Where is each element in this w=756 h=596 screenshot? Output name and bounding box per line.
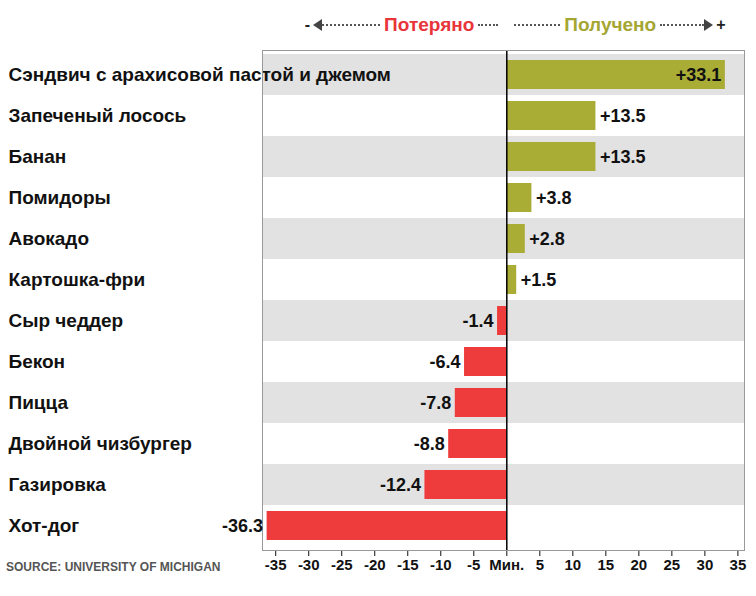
svg-text:15: 15 <box>597 556 614 573</box>
svg-text:Авокадо: Авокадо <box>9 228 90 249</box>
svg-text:35: 35 <box>730 556 747 573</box>
svg-text:-36.3: -36.3 <box>222 516 263 536</box>
svg-text:20: 20 <box>631 556 648 573</box>
svg-text:-6.4: -6.4 <box>430 352 461 372</box>
svg-text:-12.4: -12.4 <box>380 475 421 495</box>
html-text:Получено: Получено <box>564 14 657 35</box>
svg-text:Сэндвич с арахисовой пастой и: Сэндвич с арахисовой пастой и джемом <box>9 64 391 85</box>
svg-text:Банан: Банан <box>9 146 67 167</box>
svg-text:Хот-дог: Хот-дог <box>9 515 80 536</box>
svg-text:Помидоры: Помидоры <box>9 187 111 208</box>
svg-text:25: 25 <box>664 556 681 573</box>
svg-text:+1.5: +1.5 <box>521 270 557 290</box>
svg-text:10: 10 <box>564 556 581 573</box>
svg-text:-1.4: -1.4 <box>463 311 494 331</box>
svg-text:Мин.: Мин. <box>489 556 524 573</box>
svg-text:Газировка: Газировка <box>9 474 107 495</box>
svg-text:-5: -5 <box>467 556 480 573</box>
svg-text:+33.1: +33.1 <box>676 65 722 85</box>
svg-text:+3.8: +3.8 <box>536 188 572 208</box>
svg-text:-20: -20 <box>364 556 386 573</box>
svg-text:Пицца: Пицца <box>9 392 69 413</box>
svg-text:5: 5 <box>536 556 544 573</box>
svg-text:Сыр чеддер: Сыр чеддер <box>9 310 124 331</box>
svg-text:Бекон: Бекон <box>9 351 66 372</box>
svg-text:-7.8: -7.8 <box>420 393 451 413</box>
svg-text:-30: -30 <box>298 556 320 573</box>
svg-text:Запеченый лосось: Запеченый лосось <box>9 105 187 126</box>
html-text:SOURCE: UNIVERSITY OF MICHIGAN: SOURCE: UNIVERSITY OF MICHIGAN <box>6 560 221 574</box>
svg-text:Картошка-фри: Картошка-фри <box>9 269 146 290</box>
svg-text:+13.5: +13.5 <box>600 106 646 126</box>
svg-text:30: 30 <box>697 556 714 573</box>
svg-text:-25: -25 <box>331 556 353 573</box>
svg-text:-10: -10 <box>430 556 452 573</box>
svg-text:Двойной чизбургер: Двойной чизбургер <box>9 433 192 454</box>
svg-text:-8.8: -8.8 <box>414 434 445 454</box>
svg-text:+13.5: +13.5 <box>600 147 646 167</box>
svg-text:+2.8: +2.8 <box>529 229 565 249</box>
svg-text:-35: -35 <box>265 556 287 573</box>
svg-text:-15: -15 <box>397 556 419 573</box>
html-text:Потеряно: Потеряно <box>384 14 475 35</box>
